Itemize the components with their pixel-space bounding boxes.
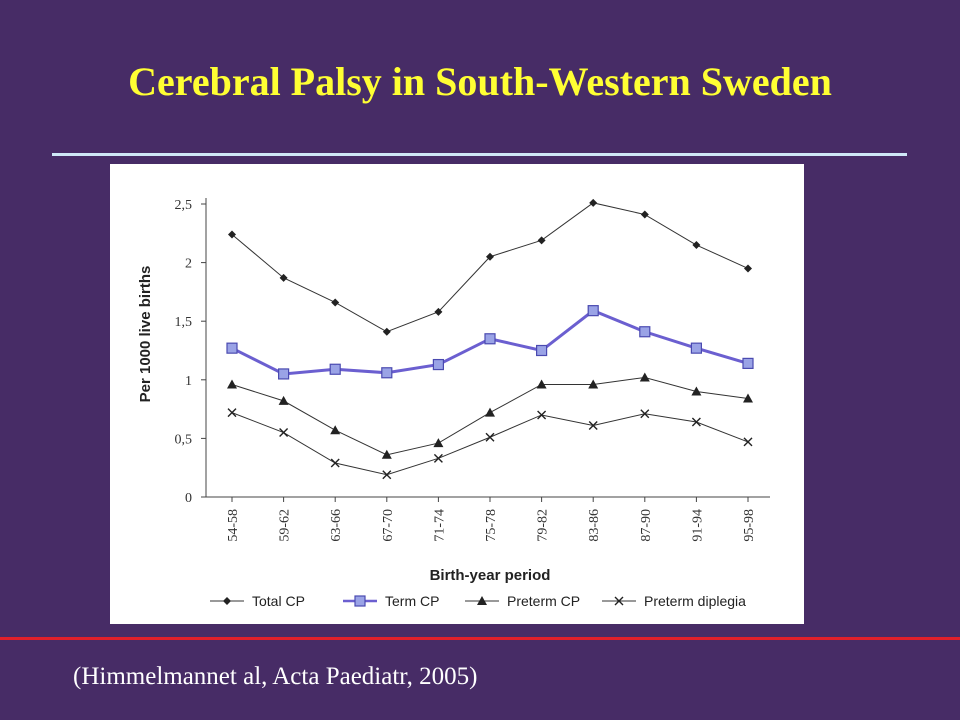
data-point [640,409,650,419]
data-point [432,358,444,371]
data-point [330,458,340,468]
data-point [589,198,598,207]
data-point [227,408,237,418]
x-tick-label: 59-62 [278,509,293,542]
x-tick-label: 79-82 [536,509,551,542]
x-axis-title: Birth-year period [430,567,551,584]
x-tick-labels: 54-58 59-62 63-66 67-70 71-74 75-78 79-82 83-86… [226,509,757,542]
citation: (Himmelmannet al, Acta Paediatr, 2005) [73,663,478,690]
data-point [484,333,496,345]
x-tick-label: 63-66 [329,509,344,542]
legend-label: Preterm diplegia [644,593,746,609]
data-point [639,372,650,382]
data-point [743,437,753,447]
data-point [691,386,702,396]
data-point [692,241,701,250]
data-point [228,230,236,239]
line-chart: 0 0,5 1 1,5 2 2,5 54-58 59-62 63-66 67-70 71-74 75… [137,198,770,609]
x-tick-label: 67-70 [381,509,396,542]
data-point [382,327,391,336]
data-point [485,432,495,442]
legend-marker [354,595,366,607]
series-line [231,202,749,333]
data-point [588,379,599,389]
legend-item: Preterm CP [465,593,580,609]
x-tick-label: 91-94 [690,509,705,542]
legend: Total CP Term CP Preterm CP Preterm diplegi… [210,593,746,609]
x-tick-label: 83-86 [587,509,602,542]
data-point [537,236,546,245]
x-tick-label: 95-98 [742,509,757,542]
data-point [485,407,495,417]
data-point [691,417,701,427]
data-point [640,210,649,219]
data-point [536,379,547,389]
data-point [227,379,237,389]
series-term-cp [226,305,754,380]
data-point [433,438,444,448]
data-point [744,264,752,273]
data-point [743,393,753,403]
data-point [329,363,341,375]
data-point [433,453,443,463]
chart-panel: 0 0,5 1 1,5 2 2,5 54-58 59-62 63-66 67-70 71-74 75… [110,164,804,624]
y-tick-label: 2,5 [175,198,193,213]
data-point [226,342,238,354]
y-tick-label: 1 [185,374,192,389]
legend-marker [477,596,487,605]
y-tick-labels: 0 0,5 1 1,5 2 2,5 [175,198,193,506]
series-preterm-diplegia [227,408,753,480]
series-group [226,198,754,480]
data-point [331,298,340,307]
data-point [639,326,651,338]
data-point [588,421,598,431]
legend-label: Total CP [252,593,305,609]
data-point [486,252,494,261]
y-tick-label: 2 [185,257,192,272]
y-tick-label: 0,5 [175,432,193,447]
series-preterm-cp [227,372,753,459]
data-point [587,305,599,317]
series-line [231,412,749,476]
legend-marker [223,597,231,605]
legend-item: Total CP [210,593,305,609]
legend-item: Preterm diplegia [602,593,746,609]
data-point [278,368,290,380]
legend-label: Preterm CP [507,593,580,609]
data-point [381,449,392,459]
title-divider [52,153,907,156]
data-point [690,342,703,354]
y-tick-label: 1,5 [175,315,193,330]
data-point [330,425,341,435]
y-axis-title: Per 1000 live births [137,266,154,403]
data-point [382,470,392,480]
legend-label: Term CP [385,593,439,609]
data-point [381,367,393,379]
data-point [279,428,289,438]
data-point [536,344,548,357]
axes [201,198,770,502]
x-tick-label: 87-90 [639,509,654,542]
slide-title: Cerebral Palsy in South-Western Sweden [128,59,832,104]
data-point [279,273,288,282]
x-tick-label: 71-74 [432,509,447,542]
series-total-cp [228,198,752,336]
x-tick-label: 54-58 [226,509,241,542]
data-point [278,395,289,405]
legend-marker [614,596,624,606]
data-point [742,357,754,369]
legend-item: Term CP [343,593,439,609]
data-point [537,410,547,420]
footer-divider [0,637,960,640]
data-point [434,307,443,316]
x-tick-label: 75-78 [484,509,499,542]
y-tick-label: 0 [185,491,192,506]
